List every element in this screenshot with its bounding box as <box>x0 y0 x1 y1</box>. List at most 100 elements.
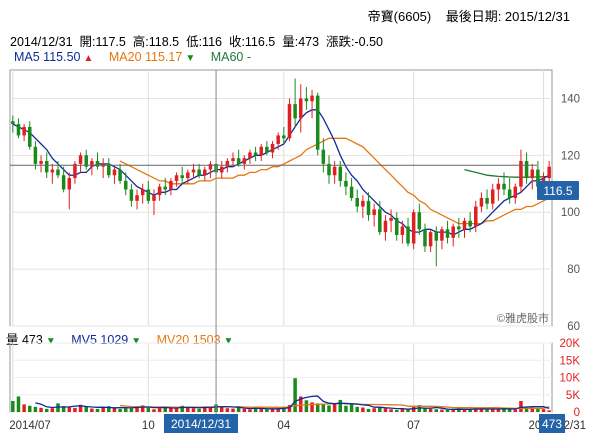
ma20-legend-label: MA20 115.17 <box>108 50 183 64</box>
candle-body <box>451 226 455 238</box>
volume-bar <box>479 408 484 412</box>
volume-bar <box>191 408 196 412</box>
date-cursor-tag: 2014/12/31 <box>164 414 238 433</box>
volume-bar <box>434 409 439 412</box>
candle-body <box>423 229 427 247</box>
candle-body <box>123 180 128 190</box>
candle-body <box>129 189 134 201</box>
last-date-label: 最後日期: 2015/12/31 <box>445 9 570 24</box>
volume-bar <box>406 409 410 412</box>
candle-body <box>440 229 444 241</box>
volume-bar <box>197 408 201 412</box>
ohlc-info-bar: 2014/12/31 開:117.5 高:118.5 低:116 收:116.5… <box>10 31 383 50</box>
volume-tick-label: 20K <box>560 338 581 350</box>
volume-bar <box>242 408 247 412</box>
volume-bar <box>56 403 60 412</box>
candle-body <box>507 189 512 198</box>
title-bar: 帝寶(6605) 最後日期: 2015/12/31 <box>368 6 570 25</box>
candle-body <box>310 95 314 102</box>
down-triangle-icon: ▼ <box>45 336 56 347</box>
candle-body <box>361 200 365 207</box>
candle-body <box>411 212 416 244</box>
volume-bar <box>50 408 55 412</box>
volume-bar <box>428 408 433 412</box>
volume-bar <box>389 409 393 412</box>
stock-name: 帝寶(6605) <box>367 9 432 24</box>
candle-body <box>236 158 241 164</box>
candle-body <box>502 183 506 190</box>
candle-body <box>321 149 326 164</box>
candle-body <box>39 161 43 164</box>
candle-body <box>496 183 501 190</box>
price-tick-label: 60 <box>567 321 580 333</box>
ma5-legend-label: MA5 115.50 <box>14 50 81 64</box>
volume-bar <box>344 405 348 412</box>
candle-body <box>265 146 269 153</box>
candle-body <box>208 163 213 170</box>
volume-bar <box>146 407 151 412</box>
ma5-line <box>12 109 550 236</box>
volume-bar <box>259 408 263 412</box>
date-cursor-label: 2014/12/31 <box>171 417 231 431</box>
moving-average-layer <box>12 109 550 236</box>
down-triangle-icon: ▼ <box>223 336 234 347</box>
candle-body <box>372 209 376 216</box>
candle-body <box>445 229 450 238</box>
volume-bar <box>349 404 354 412</box>
candle-body <box>400 226 405 235</box>
volume-bar <box>169 407 173 412</box>
candle-body <box>434 232 439 241</box>
x-tick-label: 07 <box>407 420 420 432</box>
volume-tick-label: 10K <box>560 373 581 385</box>
candle-body <box>157 186 162 196</box>
candle-body <box>287 104 292 139</box>
volume-bar <box>547 410 551 412</box>
ma20-line <box>119 137 550 225</box>
volume-bar <box>524 406 529 412</box>
candle-body <box>462 220 467 230</box>
volume-bar <box>203 406 207 412</box>
candle-body <box>259 146 263 156</box>
volume-bar <box>502 408 506 412</box>
ma60-legend-label: MA60 - <box>210 50 251 64</box>
volume-bar <box>490 408 495 412</box>
price-tick-label: 80 <box>567 264 580 276</box>
candle-body <box>474 206 478 227</box>
candle-body <box>378 209 382 233</box>
price-cursor-tag: 116.5 <box>537 181 579 200</box>
volume-bar <box>327 405 331 412</box>
volume-bar <box>355 406 359 412</box>
candle-body <box>140 189 145 196</box>
candle-body <box>276 135 280 144</box>
low-value: 低:116 <box>186 35 222 49</box>
candle-body <box>299 98 303 119</box>
candle-body <box>547 166 551 179</box>
candle-body <box>468 220 472 227</box>
candle-body <box>11 121 15 125</box>
candle-body <box>394 217 399 235</box>
volume-bar <box>140 405 145 412</box>
volume-bar <box>530 407 534 412</box>
candle-body <box>73 163 77 179</box>
candle-body <box>169 180 173 190</box>
volume-bar <box>157 408 162 412</box>
volume-bar <box>485 409 489 412</box>
candle-body <box>530 169 534 179</box>
volume-bar <box>95 408 100 412</box>
volume-bar <box>287 405 292 412</box>
volume-bar <box>248 409 252 412</box>
volume-bar <box>61 406 66 412</box>
volume-bar <box>73 407 77 412</box>
volume-bar <box>474 408 478 412</box>
high-value: 高:118.5 <box>132 35 180 49</box>
candle-body <box>225 161 230 167</box>
candle-body <box>118 169 122 181</box>
volume-bar <box>445 409 450 412</box>
volume-bar <box>321 404 326 412</box>
ohlc-date: 2014/12/31 <box>10 35 73 49</box>
candle-body <box>163 186 168 190</box>
x-tick-label: 10 <box>142 420 155 432</box>
volume-bar <box>219 407 224 412</box>
volume-bar <box>135 407 139 412</box>
